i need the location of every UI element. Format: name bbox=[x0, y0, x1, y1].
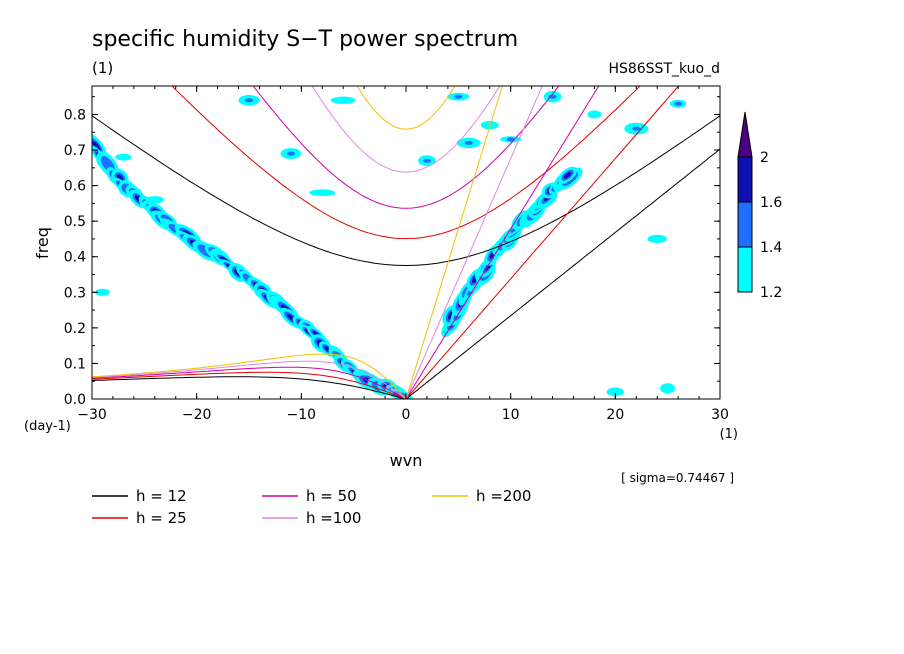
contour-patch-level-2 bbox=[245, 98, 253, 103]
y-tick-label: 0.1 bbox=[64, 356, 86, 372]
x-axis-label: wvn bbox=[390, 451, 423, 470]
colorbar-segment bbox=[737, 246, 753, 293]
legend-label: h =200 bbox=[476, 487, 531, 505]
colorbar-label: 1.6 bbox=[760, 195, 782, 211]
rossby-curve bbox=[92, 366, 407, 399]
y-tick-label: 0.2 bbox=[64, 321, 86, 337]
chart-title: specific humidity S−T power spectrum bbox=[92, 27, 518, 52]
y-tick-label: 0.0 bbox=[64, 392, 86, 408]
chart-subtitle-left: (1) bbox=[92, 59, 113, 77]
dispersion-curves bbox=[92, 86, 720, 399]
x-tick-label: −30 bbox=[77, 407, 107, 423]
spectral-contours bbox=[92, 90, 687, 399]
contour-patch-level-2 bbox=[422, 158, 431, 163]
y-axis-label: freq bbox=[33, 227, 52, 259]
gravity-curve bbox=[252, 86, 560, 209]
rossby-curve bbox=[92, 360, 407, 399]
contour-patch-level-1 bbox=[647, 234, 667, 244]
contour-patch-level-2 bbox=[674, 101, 683, 106]
colorbar-label: 1.4 bbox=[760, 240, 782, 256]
y-tick-label: 0.8 bbox=[64, 107, 86, 123]
legend-label: h =100 bbox=[306, 509, 361, 527]
rossby-curve bbox=[92, 371, 407, 399]
colorbar: 2 1.6 1.4 1.2 bbox=[737, 111, 782, 301]
legend: h = 12 h = 25 h = 50 h =100 h =200 bbox=[92, 487, 531, 527]
contour-patch-level-1 bbox=[587, 110, 602, 119]
contour-patch-level-1 bbox=[330, 96, 356, 104]
gravity-curve bbox=[171, 86, 641, 240]
contour-patch-level-1 bbox=[309, 189, 336, 197]
colorbar-label: 2 bbox=[760, 150, 769, 166]
rossby-curve bbox=[92, 353, 407, 399]
contour-patch-level-1 bbox=[660, 383, 676, 394]
x-tick-label: 10 bbox=[502, 407, 520, 423]
kelvin-curve bbox=[405, 86, 680, 399]
y-tick-label: 0.3 bbox=[64, 285, 86, 301]
colorbar-segment bbox=[737, 156, 753, 203]
contour-patch-level-1 bbox=[115, 153, 132, 161]
plot-area: −30 −20 −10 0 10 20 30 0.0 0.1 0.2 0.3 0.4 0.5 0.6 0.7… bbox=[64, 85, 729, 423]
axis-ticks: −30 −20 −10 0 10 20 30 0.0 0.1 0.2 0.3 0.4 0.5 0.6 0.7… bbox=[64, 86, 729, 423]
gravity-curve bbox=[311, 86, 501, 173]
contour-patch-level-2 bbox=[632, 126, 641, 131]
x-tick-label: −20 bbox=[182, 407, 212, 423]
kelvin-curve bbox=[405, 86, 503, 399]
contour-patch-level-3 bbox=[563, 171, 572, 179]
x-tick-label: −10 bbox=[287, 407, 317, 423]
contour-patch-level-2 bbox=[464, 140, 473, 145]
contour-patch-level-1 bbox=[480, 120, 499, 130]
x-tick-label: 20 bbox=[606, 407, 624, 423]
legend-label: h = 25 bbox=[136, 509, 187, 527]
legend-label: h = 50 bbox=[306, 487, 357, 505]
x-tick-label: 0 bbox=[402, 407, 411, 423]
contour-patch-level-2 bbox=[454, 94, 463, 99]
contour-patch-level-1 bbox=[145, 196, 164, 204]
chart-subtitle-right: HS86SST_kuo_d bbox=[608, 61, 720, 77]
colorbar-label: 1.2 bbox=[760, 285, 782, 301]
y-tick-label: 0.7 bbox=[64, 143, 86, 159]
kelvin-curve bbox=[405, 86, 543, 399]
y-tick-label: 0.4 bbox=[64, 250, 86, 266]
gravity-curve bbox=[356, 86, 456, 130]
contour-patch-level-2 bbox=[286, 151, 295, 156]
colorbar-segment-top bbox=[737, 111, 753, 158]
x-tick-label: 30 bbox=[711, 407, 729, 423]
colorbar-segment bbox=[737, 201, 753, 248]
legend-label: h = 12 bbox=[136, 487, 187, 505]
y-unit-label: (day-1) bbox=[24, 419, 71, 434]
contour-patch-level-2 bbox=[548, 94, 557, 99]
y-tick-label: 0.6 bbox=[64, 179, 86, 195]
rossby-curve bbox=[92, 376, 407, 399]
x-unit-label: (1) bbox=[720, 427, 738, 442]
gravity-curve bbox=[92, 115, 720, 267]
sigma-label: [ sigma=0.74467 ] bbox=[621, 471, 734, 485]
contour-patch-level-1 bbox=[606, 387, 624, 397]
y-tick-label: 0.5 bbox=[64, 214, 86, 230]
kelvin-curve bbox=[405, 86, 600, 399]
contour-patch-level-1 bbox=[95, 288, 110, 296]
kelvin-curve bbox=[405, 148, 720, 399]
contour-patch-level-2 bbox=[506, 137, 515, 142]
